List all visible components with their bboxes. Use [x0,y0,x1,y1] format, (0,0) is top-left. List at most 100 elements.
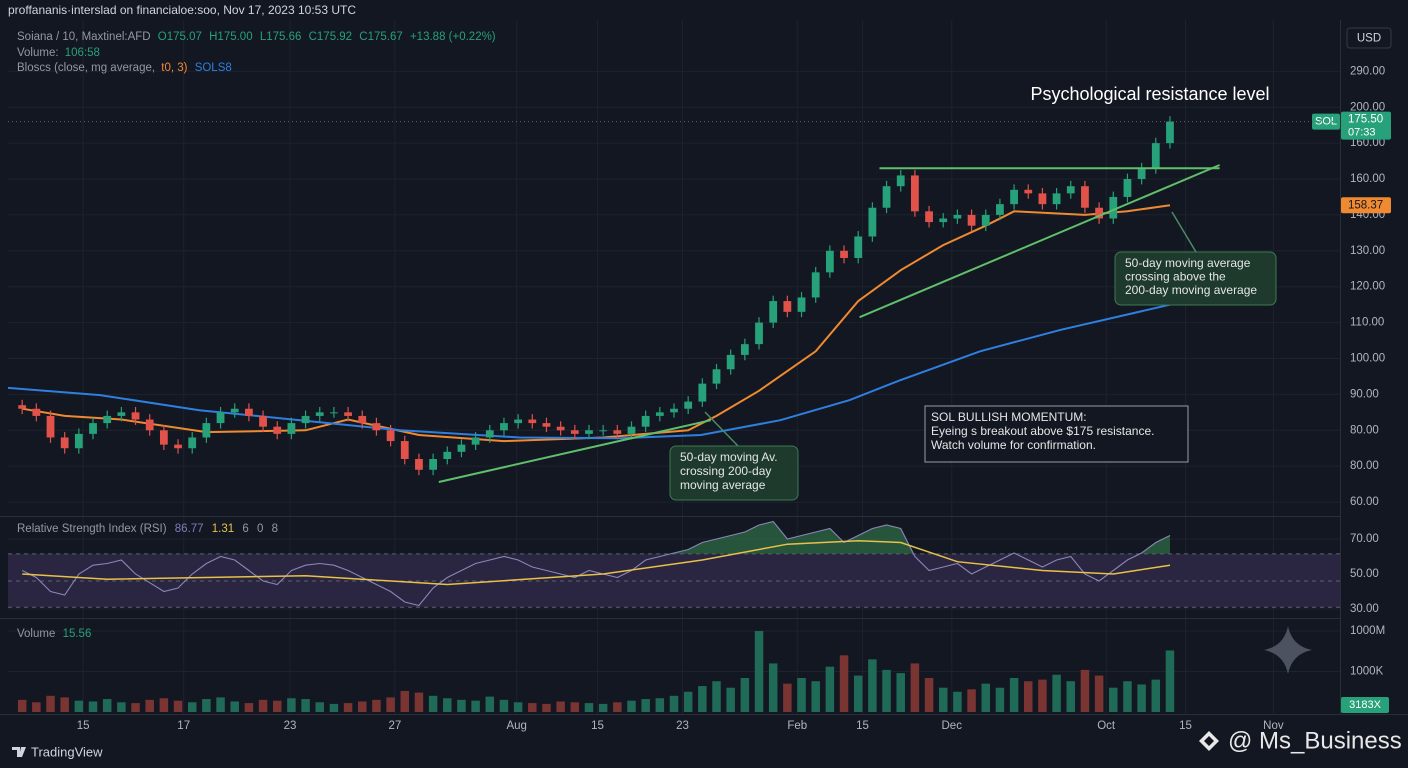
candle-body [825,250,834,273]
y-tick-label: 110.00 [1350,317,1384,329]
candle-body [1081,186,1089,208]
currency-label[interactable]: USD [1357,33,1381,45]
rsi-title: Relative Strength Index (RSI) [17,523,167,535]
symbol: Soiana / 10, Maxtinel:AFD [17,31,151,43]
candle-body [1010,189,1018,205]
x-tick-label: 23 [284,720,297,732]
volume-bar [839,655,849,712]
y-tick-label: 80.00 [1350,460,1379,472]
y-tick-label: 70.00 [1350,533,1379,545]
candle-body [967,214,976,226]
ma-legend: Bloscs (close, mg average, t0, 3) SOLS8 [17,62,232,74]
axes: 60.00 80.00 80.00 90.00 100.00 110.00 120.00 13… [77,65,1391,732]
volume-bar [400,690,410,712]
x-tick-label: 17 [177,720,190,732]
candle-body [783,301,792,312]
volume-bar [797,677,806,712]
volume-bar [258,699,268,712]
callout-text: crossing above the [1125,270,1226,284]
annotations: Psychological resistance level 50-day mov… [669,84,1277,501]
volume-bar [1038,679,1047,712]
volume-bar [953,691,962,712]
candle-body [46,415,55,438]
volume-bar [32,702,41,712]
candle-body [910,175,919,212]
candle-body [1066,186,1075,194]
candle-body [542,423,551,427]
candle-body [868,207,877,237]
x-tick-label: Feb [787,720,807,732]
volume-bar [513,702,523,712]
volume-bar [1137,684,1146,712]
volume-bar [1024,681,1033,712]
candle-body [726,354,735,370]
candle-body [89,423,97,434]
candle-body [981,214,990,226]
trendline [438,419,712,483]
change: +13.88 (+0.22%) [410,31,496,43]
volume-bar [598,703,608,712]
volume-bar [754,631,764,712]
volume-bar [556,701,565,712]
candle-body [372,423,381,431]
volume-bar [1123,681,1132,712]
candle-body [953,214,962,219]
ma-tag [1341,197,1391,214]
ma-symbol: SOLS8 [195,62,232,74]
candle-body [216,412,225,424]
x-tick-label: 15 [591,720,604,732]
ohlc: L175.66 [260,31,302,43]
candle-body [740,344,749,355]
candle-body [60,437,69,449]
volume-bar [1080,669,1090,712]
candle-body [18,405,27,409]
volume-bar [995,687,1005,712]
volume-bar [853,675,863,712]
volume-bar [414,692,424,712]
callout-box [1114,251,1277,306]
volume-bar [669,695,679,712]
candle-body [1166,121,1174,144]
candle-body [712,369,721,384]
candle-body [1151,143,1160,169]
candle-body [273,426,282,434]
callout-text: crossing 200-day [680,464,771,478]
volume-title: Volume [17,628,55,640]
volume-bar [471,700,480,712]
callout-text: 50-day moving Av. [680,450,778,464]
momentum-text: Eyeing s breakout above $175 resistance. [931,424,1154,438]
currency-button[interactable] [1346,27,1392,49]
volume-bar [272,700,282,712]
y-tick-label: 160.00 [1350,173,1385,185]
y-tick-label: 1000M [1350,625,1385,637]
volume-bar [17,699,27,712]
volume-bar [1109,687,1118,712]
volume-bar [768,663,778,712]
y-tick-label: 30.00 [1350,603,1379,615]
candle-body [188,437,197,449]
resistance-label: Psychological resistance level [1030,84,1269,104]
candle-body [641,415,650,427]
candle-body [230,408,239,413]
volume-bar [102,699,112,712]
volume-bar [627,700,636,712]
volume-bar [287,698,296,712]
volume-bar [187,702,197,712]
volume-bar [372,699,381,712]
volume-bar [1094,675,1104,712]
candle-body [570,430,579,434]
candle-body [386,430,395,442]
rsi-pane [8,520,1340,608]
volume-bar [882,669,891,712]
volume-bar [46,695,55,712]
candle-body [344,412,352,416]
price-tag-label: 175.50 [1348,114,1383,126]
volume-bar [698,686,707,712]
price-tag [1341,111,1391,140]
volume-bar [967,689,976,712]
y-tick-label: 50.00 [1350,568,1379,580]
volume-bar [1165,650,1175,712]
candle-body [202,423,211,438]
candle-body [514,419,523,424]
